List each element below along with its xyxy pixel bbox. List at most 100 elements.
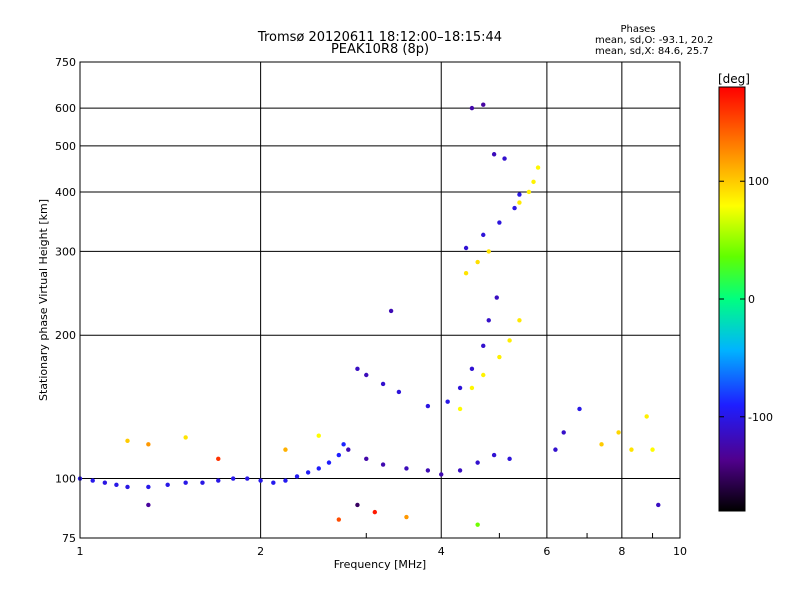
data-point [425,468,431,473]
data-point [165,482,170,488]
data-point [644,414,649,419]
annotation-title: Phases [620,24,655,35]
x-tick-label: 6 [543,545,550,558]
x-tick-label: 10 [673,545,687,558]
data-point [599,442,604,447]
data-point [512,205,517,211]
data-point [650,447,655,452]
chart-title: Tromsø 20120611 18:12:00–18:15:44 [257,30,502,45]
y-tick-label: 200 [55,329,76,342]
data-point [404,514,409,520]
data-point [616,430,621,435]
plot-area [79,61,681,539]
data-point [439,472,444,477]
data-point [245,476,250,481]
data-point [305,470,311,475]
data-point [336,517,342,522]
y-tick-label: 75 [62,532,76,545]
data-point [355,502,360,508]
data-point [396,389,402,395]
data-point [114,482,119,488]
data-point [517,318,522,323]
data-point [404,466,409,471]
data-point [469,366,475,372]
data-point [494,295,499,300]
y-tick-label: 100 [55,473,76,486]
data-point [355,366,360,372]
data-point [469,105,475,111]
data-point [629,447,634,452]
y-tick-label: 500 [55,140,76,153]
colorbar-ticks: 100 0 -100 [719,175,773,424]
data-point [364,456,369,462]
data-point [445,399,450,404]
data-point [463,245,469,251]
data-point [283,447,288,452]
data-point [216,478,221,483]
y-tick-label: 750 [55,56,76,69]
data-point [372,509,378,515]
data-point [183,480,188,485]
data-point [125,484,130,490]
data-point [469,385,475,391]
data-point [535,165,541,170]
data-point [380,462,386,467]
y-tick-label: 400 [55,186,76,199]
data-point [146,484,151,490]
data-point [526,189,532,195]
data-point [491,152,497,157]
data-point [507,456,512,462]
y-axis-ticks: 75 100 200 300 400 500 600 750 [55,56,76,545]
data-point [125,438,130,444]
data-point [341,442,346,447]
data-point [364,372,369,378]
data-point [283,478,288,483]
x-tick-label: 2 [257,545,264,558]
x-tick-label: 4 [438,545,445,558]
data-point [457,385,463,391]
data-point [316,466,321,471]
data-point [294,474,300,479]
data-point [90,478,95,483]
data-point [502,156,507,161]
data-point [517,200,522,205]
data-point [146,502,151,508]
data-point [326,460,332,465]
data-point [346,447,351,452]
x-axis-label: Frequency [MHz] [334,558,426,571]
data-point [481,372,486,378]
data-point [200,480,205,485]
data-point [553,447,558,452]
data-point [475,522,480,527]
data-point [388,308,394,314]
data-point [258,478,263,483]
colorbar-tick-label: -100 [748,411,773,424]
data-point [183,435,188,440]
data-point [531,179,536,185]
data-point [102,480,108,485]
data-point [577,406,582,412]
x-tick-label: 1 [77,545,84,558]
y-tick-label: 600 [55,102,76,115]
data-point [457,468,463,473]
colorbar-tick-label: 0 [748,293,755,306]
data-points [77,102,661,527]
data-point [517,192,522,197]
data-point [486,249,491,254]
y-tick-label: 300 [55,245,76,258]
data-point [380,381,386,387]
data-point [457,406,463,412]
x-axis-ticks: 1 2 4 6 8 10 [77,533,687,558]
data-point [475,460,480,465]
data-point [146,442,151,447]
data-point [656,502,661,508]
data-point [463,271,469,276]
colorbar-tick-label: 100 [748,175,769,188]
data-point [507,338,512,343]
data-point [475,259,480,265]
grid-lines [80,62,680,538]
data-point [497,220,502,225]
data-point [481,343,486,349]
data-point [481,232,486,238]
